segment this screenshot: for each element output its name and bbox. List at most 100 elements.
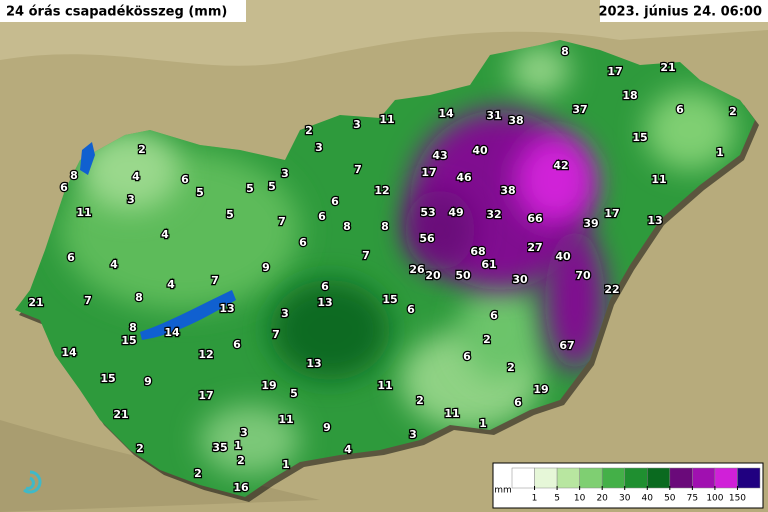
station-value: 26 [409,263,425,276]
legend-swatch [624,467,648,489]
station-value: 37 [572,103,587,116]
station-value: 17 [604,207,619,220]
station-value: 5 [290,387,298,400]
station-value: 2 [416,394,424,407]
station-value: 2 [138,143,146,156]
station-value: 3 [281,307,289,320]
logo [23,470,42,494]
station-value: 70 [575,269,591,282]
station-value: 12 [198,348,213,361]
station-value: 53 [420,206,435,219]
legend-unit: mm [494,486,512,496]
station-value: 11 [76,206,91,219]
date: 2023. június 24. 06:00 [598,5,762,20]
station-value: 6 [514,396,522,409]
legend-swatch [534,467,558,489]
station-value: 14 [164,326,180,339]
station-value: 38 [508,114,523,127]
station-value: 4 [110,258,118,271]
station-value: 11 [651,173,666,186]
station-value: 7 [272,328,280,341]
station-value: 20 [425,269,441,282]
station-value: 7 [278,215,286,228]
title-box [0,0,246,22]
station-value: 1 [234,439,242,452]
station-value: 11 [379,113,394,126]
station-value: 15 [382,293,397,306]
station-value: 35 [212,441,227,454]
station-value: 13 [317,296,332,309]
station-value: 15 [121,334,136,347]
station-value: 8 [129,321,137,334]
station-value: 16 [233,481,249,494]
station-value: 32 [486,208,501,221]
station-value: 19 [533,383,548,396]
station-value: 2 [507,361,515,374]
station-value: 12 [374,184,389,197]
legend-tick-label: 50 [664,494,676,504]
legend-swatch [669,467,693,489]
station-value: 6 [60,181,68,194]
station-value: 6 [321,280,329,293]
legend-swatch [556,467,580,489]
station-value: 21 [660,61,675,74]
station-value: 42 [553,159,568,172]
station-value: 9 [262,261,270,274]
station-value: 6 [331,195,339,208]
station-value: 30 [512,273,528,286]
legend-tick-label: 75 [687,494,698,504]
lake-balaton [140,290,236,340]
station-value: 7 [211,274,219,287]
station-value: 3 [127,193,135,206]
station-value: 5 [196,186,204,199]
station-value: 61 [481,258,496,271]
station-value: 49 [448,206,463,219]
station-value: 13 [219,302,234,315]
station-value: 11 [444,407,459,420]
station-value: 17 [421,166,436,179]
station-value: 6 [463,350,471,363]
legend-tick-label: 10 [574,494,586,504]
station-value: 1 [479,417,487,430]
station-value: 2 [194,467,202,480]
station-value: 38 [500,184,515,197]
station-value: 2 [483,333,491,346]
station-value: 66 [527,212,543,225]
station-value: 6 [676,103,684,116]
station-value: 68 [470,245,485,258]
station-value: 6 [299,236,307,249]
station-value: 67 [559,339,574,352]
station-value: 17 [607,65,622,78]
station-value: 2 [305,124,313,137]
station-value: 6 [67,251,75,264]
station-value: 8 [381,220,389,233]
station-value: 2 [136,442,144,455]
legend-swatch [737,467,761,489]
station-value: 17 [198,389,213,402]
legend-swatch [511,467,535,489]
station-value: 4 [132,170,140,183]
station-value: 5 [246,182,254,195]
station-value: 13 [306,357,321,370]
legend-swatch [647,467,671,489]
legend-swatch [714,467,738,489]
station-value: 6 [318,210,326,223]
station-value: 8 [343,220,351,233]
station-value: 4 [161,228,169,241]
station-value: 11 [377,379,392,392]
station-value: 14 [438,107,454,120]
station-value: 6 [233,338,241,351]
station-value: 8 [70,169,78,182]
legend-tick-label: 30 [619,494,631,504]
station-value: 40 [555,250,571,263]
station-value: 2 [729,105,737,118]
station-value: 15 [632,131,647,144]
legend-tick-label: 5 [554,494,560,504]
legend-tick-label: 150 [729,494,746,504]
station-value: 2 [237,454,245,467]
station-value: 27 [527,241,542,254]
legend-tick-label: 20 [596,494,608,504]
station-value: 43 [432,149,447,162]
station-value: 31 [486,109,501,122]
